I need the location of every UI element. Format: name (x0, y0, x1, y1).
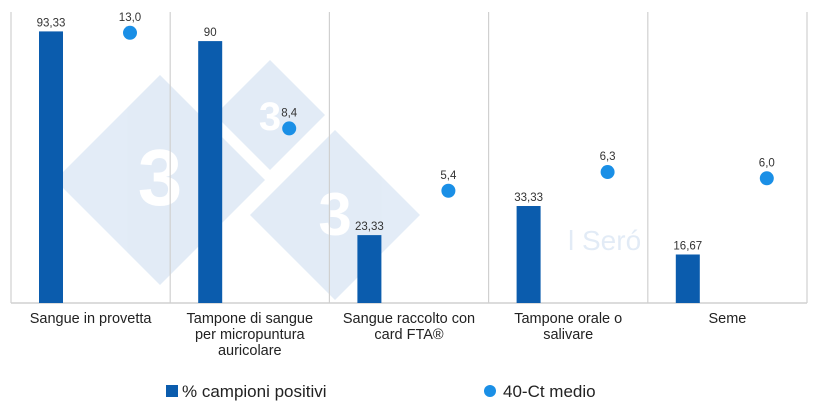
svg-text:3: 3 (259, 95, 281, 139)
dot (282, 121, 297, 136)
category-label: auricolare (218, 343, 282, 359)
legend-dot-swatch (484, 385, 496, 397)
bar-data-label: 93,33 (37, 17, 66, 29)
svg-text:3: 3 (138, 133, 183, 222)
bar (39, 31, 63, 304)
category-label: card FTA® (374, 327, 444, 343)
category-label: Tampone orale o (514, 311, 622, 327)
dot (441, 183, 456, 198)
dot-data-label: 13,0 (119, 12, 141, 24)
category-label: per micropuntura (195, 327, 306, 343)
category-label: Seme (708, 311, 746, 327)
bar-data-label: 90 (204, 27, 217, 39)
watermark-logo: 3 3 3 l Seró (55, 60, 641, 300)
category-label: Tampone di sangue (187, 311, 314, 327)
dot (123, 25, 137, 40)
bar (675, 254, 700, 303)
category-label: Sangue in provetta (30, 311, 153, 327)
dot (600, 165, 615, 180)
dot-data-label: 8,4 (281, 107, 298, 119)
dot-data-label: 6,3 (600, 151, 616, 163)
category-label: salivare (543, 327, 593, 343)
bar (198, 41, 223, 303)
bar-data-label: 16,67 (673, 240, 702, 252)
legend-label: % campioni positivi (182, 382, 327, 401)
bar (516, 206, 541, 303)
dot-data-label: 5,4 (440, 170, 457, 182)
dot (759, 171, 774, 186)
dot-data-label: 6,0 (759, 157, 775, 169)
bar-data-label: 33,33 (514, 192, 543, 204)
bar (357, 235, 382, 303)
svg-text:3: 3 (318, 181, 351, 248)
bar-data-label: 23,33 (355, 221, 384, 233)
legend-label: 40-Ct medio (503, 382, 596, 401)
svg-text:l Seró: l Seró (568, 225, 641, 256)
legend-bar-swatch (166, 385, 178, 397)
category-label: Sangue raccolto con (343, 311, 475, 327)
